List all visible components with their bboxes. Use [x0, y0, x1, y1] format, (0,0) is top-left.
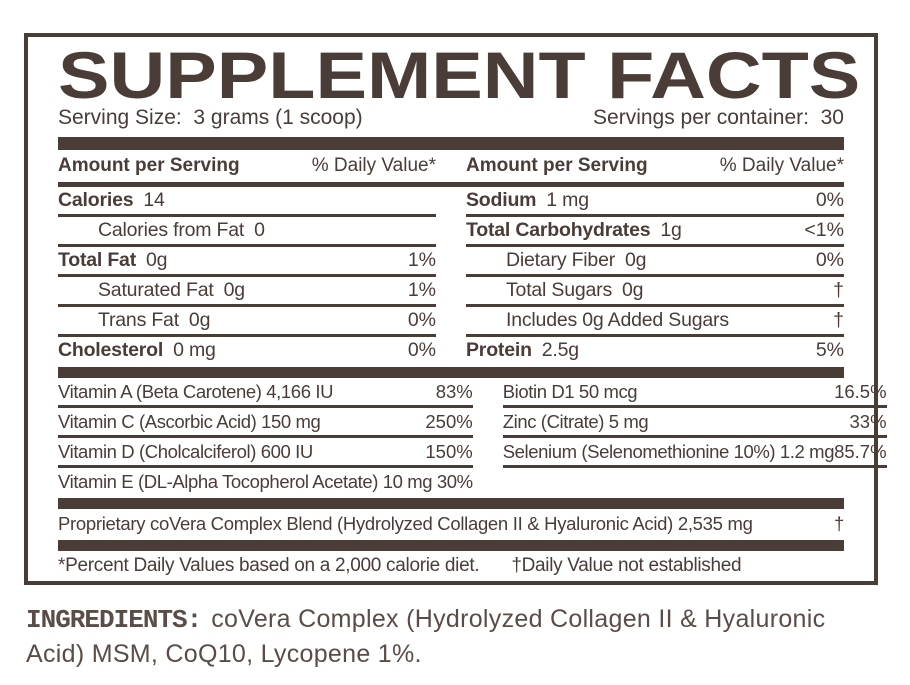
footnote-percent-daily-values: *Percent Daily Values based on a 2,000 c…	[58, 555, 480, 576]
row-amount: 0g	[622, 279, 644, 301]
section-divider-bar	[58, 367, 844, 378]
row-label: Total Carbohydrates	[466, 219, 651, 241]
table-row-sodium: Sodium 1 mg 0%	[466, 187, 844, 217]
panel-title: SUPPLEMENT FACTS	[58, 38, 861, 112]
table-row-total-carbohydrates: Total Carbohydrates 1g <1%	[466, 217, 844, 247]
row-value: 0%	[407, 309, 436, 331]
table-row-total-sugars: Total Sugars 0g †	[466, 277, 844, 307]
row-value: 0%	[815, 249, 844, 271]
row-label: Calories from Fat	[98, 219, 245, 241]
row-label: Total Fat	[58, 249, 136, 271]
row-label: Cholesterol	[58, 339, 164, 361]
left-vitamin-column: Vitamin A (Beta Carotene) 4,166 IU 83% V…	[58, 378, 473, 498]
row-value: 33%	[849, 411, 887, 432]
table-row-calories-from-fat: Calories from Fat 0	[58, 217, 436, 247]
row-label: Sodium	[466, 189, 537, 211]
table-row-selenium: Selenium (Selenomethionine 10%) 1.2 mg 8…	[502, 438, 887, 468]
row-value: †	[834, 513, 844, 534]
row-amount: 1 mg	[546, 189, 589, 211]
table-row-vitamin-d: Vitamin D (Cholcalciferol) 600 IU 150%	[58, 438, 473, 468]
vitamin-section: Vitamin A (Beta Carotene) 4,166 IU 83% V…	[58, 378, 887, 498]
row-label: Selenium (Selenomethionine 10%) 1.2 mg	[502, 441, 835, 462]
ingredients-text: coVera Complex (Hydrolyzed Collagen II &…	[26, 605, 826, 668]
row-value: 5%	[815, 339, 844, 361]
ingredients-heading: INGREDIENTS:	[26, 605, 202, 635]
table-row-biotin: Biotin D1 50 mcg 16.5%	[502, 378, 887, 408]
row-label: Total Sugars	[506, 279, 612, 301]
footnote-daily-value-not-established: †Daily Value not established	[511, 555, 742, 576]
row-label: Proprietary coVera Complex Blend (Hydrol…	[58, 513, 753, 534]
table-row-protein: Protein 2.5g 5%	[466, 337, 844, 367]
right-column-header: Amount per Serving % Daily Value*	[466, 150, 844, 182]
row-value: 85.7%	[834, 441, 887, 462]
row-label: Vitamin D (Cholcalciferol) 600 IU	[58, 441, 313, 462]
row-label: Calories	[58, 189, 134, 211]
servings-per-container: Servings per container: 30	[593, 106, 844, 129]
header-divider-bar	[58, 182, 844, 187]
row-label: Saturated Fat	[98, 279, 214, 301]
table-row-zinc: Zinc (Citrate) 5 mg 33%	[502, 408, 887, 438]
column-headers: Amount per Serving % Daily Value* Amount…	[58, 150, 844, 182]
ingredients-statement: INGREDIENTS: coVera Complex (Hydrolyzed C…	[26, 602, 886, 671]
row-value: 83%	[435, 381, 473, 402]
table-row-calories: Calories 14	[58, 187, 436, 217]
row-amount: 0	[254, 219, 265, 241]
amount-per-serving-header: Amount per Serving	[466, 155, 648, 176]
row-label: Biotin D1 50 mcg	[502, 381, 638, 402]
row-value: †	[833, 309, 844, 331]
row-amount: 1g	[660, 219, 682, 241]
row-label: Dietary Fiber	[506, 249, 616, 271]
row-amount: 0 mg	[173, 339, 216, 361]
row-amount: 14	[143, 189, 165, 211]
row-amount: 0g	[223, 279, 245, 301]
table-row-vitamin-c: Vitamin C (Ascorbic Acid) 150 mg 250%	[58, 408, 473, 438]
blend-bottom-divider-bar	[58, 540, 844, 551]
right-main-column: Sodium 1 mg 0% Total Carbohydrates 1g <1…	[466, 187, 844, 367]
row-value: 250%	[425, 411, 473, 432]
table-row-total-fat: Total Fat 0g 1%	[58, 247, 436, 277]
row-label: Trans Fat	[98, 309, 179, 331]
top-divider-bar	[58, 137, 844, 150]
table-row-vitamin-a: Vitamin A (Beta Carotene) 4,166 IU 83%	[58, 378, 473, 408]
row-value: 1%	[407, 249, 436, 271]
table-row-vitamin-e: Vitamin E (DL-Alpha Tocopherol Acetate) …	[58, 468, 473, 498]
row-label: Vitamin A (Beta Carotene) 4,166 IU	[58, 381, 334, 402]
supplement-facts-panel: SUPPLEMENT FACTS Serving Size: 3 grams (…	[24, 33, 887, 585]
row-label: Includes 0g Added Sugars	[506, 309, 729, 331]
table-row-dietary-fiber: Dietary Fiber 0g 0%	[466, 247, 844, 277]
row-amount: 0g	[625, 249, 647, 271]
row-value: 1%	[407, 279, 436, 301]
right-vitamin-column: Biotin D1 50 mcg 16.5% Zinc (Citrate) 5 …	[502, 378, 887, 498]
row-amount: 0g	[188, 309, 211, 331]
row-value: †	[833, 279, 844, 301]
daily-value-header: % Daily Value*	[311, 155, 436, 176]
left-column-header: Amount per Serving % Daily Value*	[58, 150, 436, 182]
blend-top-divider-bar	[58, 498, 844, 509]
amount-per-serving-header: Amount per Serving	[58, 155, 240, 176]
serving-size: Serving Size: 3 grams (1 scoop)	[58, 106, 363, 129]
row-amount: 2.5g	[541, 339, 579, 361]
main-nutrient-section: Calories 14 Calories from Fat 0 Total Fa…	[58, 187, 844, 367]
row-value: 0%	[815, 189, 844, 211]
row-value: 150%	[425, 441, 473, 462]
row-label: Vitamin C (Ascorbic Acid) 150 mg	[58, 411, 321, 432]
row-amount: 0g	[146, 249, 168, 271]
left-main-column: Calories 14 Calories from Fat 0 Total Fa…	[58, 187, 436, 367]
row-value: <1%	[804, 219, 844, 241]
row-label: Zinc (Citrate) 5 mg	[502, 411, 649, 432]
serving-info: Serving Size: 3 grams (1 scoop) Servings…	[58, 105, 844, 131]
row-value: 16.5%	[834, 381, 887, 402]
table-row-added-sugars: Includes 0g Added Sugars †	[466, 307, 844, 337]
row-value: 0%	[407, 339, 436, 361]
row-label: Protein	[466, 339, 532, 361]
footnotes: *Percent Daily Values based on a 2,000 c…	[58, 551, 844, 583]
table-row-saturated-fat: Saturated Fat 0g 1%	[58, 277, 436, 307]
daily-value-header: % Daily Value*	[719, 155, 844, 176]
table-row-cholesterol: Cholesterol 0 mg 0%	[58, 337, 436, 367]
row-label: Vitamin E (DL-Alpha Tocopherol Acetate) …	[58, 471, 473, 492]
table-row-trans-fat: Trans Fat 0g 0%	[58, 307, 436, 337]
table-row-proprietary-blend: Proprietary coVera Complex Blend (Hydrol…	[58, 509, 844, 540]
